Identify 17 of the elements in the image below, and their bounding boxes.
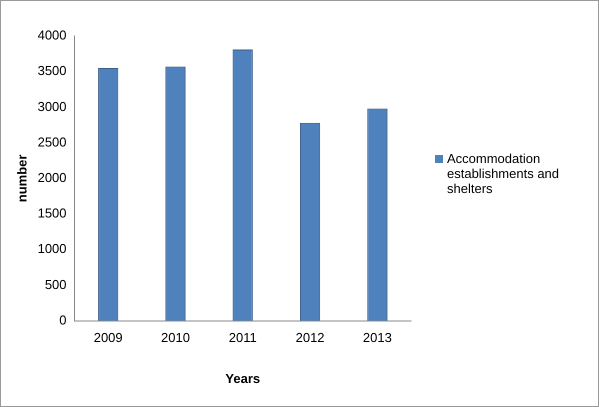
y-tick-label: 3500 bbox=[38, 63, 67, 78]
y-tick-label: 500 bbox=[44, 276, 67, 292]
x-tick-label: 2010 bbox=[161, 330, 190, 346]
x-tick-label: 2012 bbox=[296, 330, 325, 346]
x-tick-label: 2009 bbox=[94, 330, 123, 346]
x-axis-title: Years bbox=[225, 370, 260, 386]
y-tick-label: 0 bbox=[59, 312, 67, 328]
y-tick-label: 4000 bbox=[38, 28, 67, 43]
y-tick-label: 2000 bbox=[38, 170, 67, 185]
y-tick-label: 1000 bbox=[38, 241, 67, 256]
x-tick-label: 2013 bbox=[362, 330, 392, 346]
y-tick-label: 3000 bbox=[38, 98, 67, 114]
y-tick-label: 2500 bbox=[38, 134, 67, 150]
legend-label: Accommodation establishments and shelters bbox=[447, 151, 560, 196]
y-axis-title: number bbox=[14, 154, 30, 202]
y-tick-label: 1500 bbox=[38, 206, 67, 221]
x-tick-label: 2011 bbox=[228, 330, 257, 346]
